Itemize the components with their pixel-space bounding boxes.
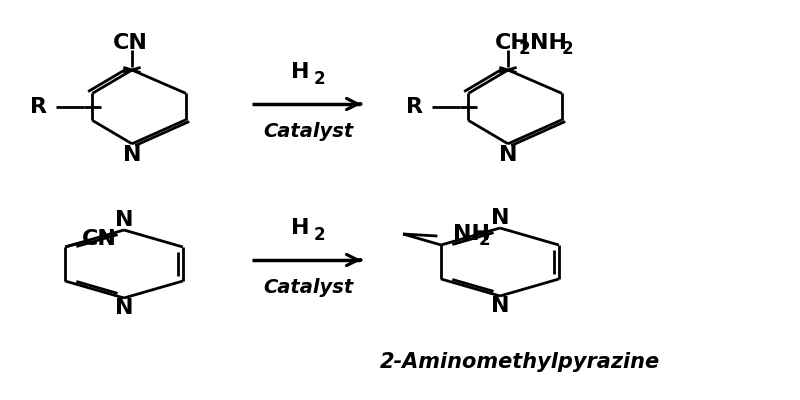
Text: 2: 2 [562, 40, 574, 58]
Text: CH: CH [495, 33, 530, 53]
Text: NH: NH [454, 224, 490, 244]
Text: N: N [490, 296, 510, 316]
Text: N: N [122, 145, 142, 165]
Text: R: R [30, 97, 47, 117]
Text: N: N [114, 210, 134, 230]
Text: N: N [490, 208, 510, 228]
Text: 2: 2 [314, 226, 325, 244]
Text: 2: 2 [479, 231, 490, 249]
Text: CN: CN [113, 33, 148, 53]
Text: H: H [290, 218, 310, 238]
Text: 2: 2 [518, 40, 530, 58]
Text: N: N [114, 298, 134, 318]
Text: Catalyst: Catalyst [263, 122, 353, 141]
Text: H: H [290, 62, 310, 82]
Text: CN: CN [82, 229, 117, 249]
Text: R: R [406, 97, 423, 117]
Text: 2: 2 [314, 70, 325, 88]
Text: NH: NH [530, 33, 567, 53]
Text: Catalyst: Catalyst [263, 278, 353, 297]
Text: N: N [498, 145, 518, 165]
Text: 2-Aminomethylpyrazine: 2-Aminomethylpyrazine [380, 352, 660, 372]
